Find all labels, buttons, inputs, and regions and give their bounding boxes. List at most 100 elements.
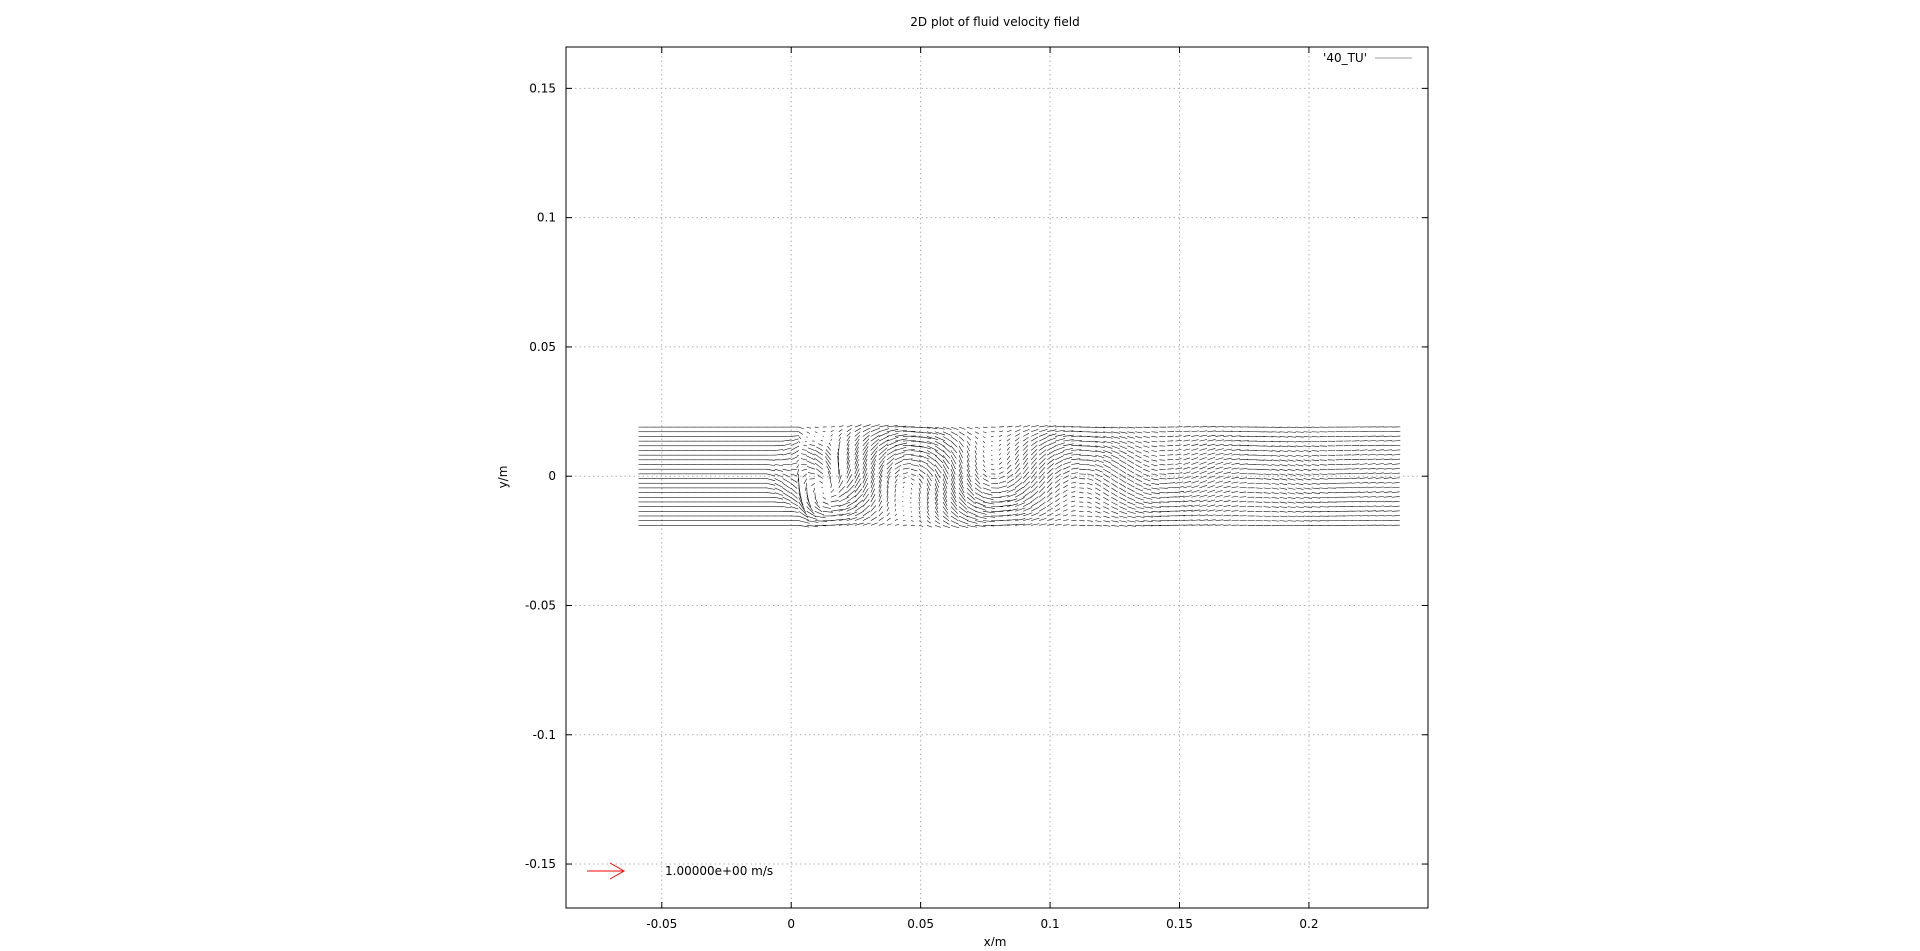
velocity-vector bbox=[1015, 468, 1020, 474]
velocity-vector bbox=[1103, 516, 1109, 518]
velocity-vector bbox=[1015, 477, 1021, 483]
velocity-vector bbox=[1215, 449, 1223, 451]
velocity-vector bbox=[1352, 492, 1360, 493]
velocity-vector bbox=[879, 480, 882, 488]
velocity-vector bbox=[1392, 459, 1400, 460]
velocity-vector bbox=[1023, 437, 1028, 441]
velocity-vector bbox=[1256, 483, 1263, 484]
velocity-vector bbox=[1288, 511, 1296, 512]
velocity-vector bbox=[1111, 483, 1117, 487]
velocity-vector bbox=[1175, 472, 1182, 473]
velocity-vector bbox=[815, 516, 826, 518]
velocity-vector bbox=[1312, 497, 1321, 498]
velocity-vector bbox=[1296, 521, 1304, 522]
velocity-vector bbox=[1288, 450, 1296, 451]
velocity-vector bbox=[1199, 505, 1207, 507]
velocity-vector bbox=[1175, 440, 1181, 441]
velocity-vector bbox=[1304, 507, 1313, 508]
velocity-vector bbox=[1111, 432, 1120, 434]
velocity-vector bbox=[975, 502, 986, 506]
velocity-vector bbox=[1087, 516, 1092, 517]
velocity-vector bbox=[967, 511, 977, 516]
velocity-vector bbox=[935, 497, 938, 505]
velocity-vector bbox=[1368, 506, 1376, 507]
velocity-vector bbox=[1360, 482, 1368, 483]
velocity-vector bbox=[1143, 441, 1149, 442]
velocity-vector bbox=[1320, 497, 1329, 498]
velocity-vector bbox=[1384, 450, 1392, 451]
velocity-vector bbox=[1183, 476, 1190, 478]
velocity-vector bbox=[951, 474, 955, 484]
velocity-vector bbox=[887, 497, 888, 502]
velocity-vector bbox=[951, 507, 958, 514]
velocity-vector bbox=[1143, 432, 1150, 433]
velocity-vector bbox=[1304, 483, 1312, 484]
velocity-vector bbox=[911, 516, 912, 517]
velocity-vector bbox=[1047, 442, 1056, 446]
velocity-vector bbox=[1151, 446, 1157, 447]
velocity-vector bbox=[1360, 496, 1368, 497]
velocity-vector bbox=[863, 439, 869, 446]
velocity-vector bbox=[1191, 490, 1199, 492]
velocity-vector bbox=[1272, 432, 1281, 433]
velocity-vector bbox=[1272, 497, 1279, 498]
velocity-vector bbox=[1256, 469, 1264, 470]
velocity-vector bbox=[823, 493, 824, 494]
velocity-vector bbox=[1296, 511, 1304, 512]
velocity-vector bbox=[1119, 479, 1126, 483]
velocity-vector bbox=[801, 459, 807, 460]
velocity-vector bbox=[1304, 479, 1312, 480]
velocity-vector bbox=[1151, 441, 1157, 442]
velocity-vector bbox=[808, 473, 815, 474]
velocity-vector bbox=[879, 506, 882, 511]
velocity-vector bbox=[919, 465, 927, 470]
velocity-vector bbox=[801, 454, 806, 456]
velocity-vector bbox=[1392, 445, 1401, 446]
velocity-vector bbox=[791, 483, 797, 488]
velocity-vector bbox=[1087, 493, 1092, 495]
velocity-vector bbox=[1063, 453, 1072, 455]
velocity-vector bbox=[1063, 510, 1067, 512]
velocity-vector bbox=[775, 450, 783, 451]
velocity-vector bbox=[895, 514, 897, 516]
velocity-vector bbox=[1272, 493, 1279, 494]
velocity-vector bbox=[959, 516, 968, 521]
velocity-vector bbox=[1207, 444, 1215, 446]
velocity-vector bbox=[895, 470, 900, 474]
velocity-vector bbox=[1312, 483, 1320, 484]
velocity-vector bbox=[879, 448, 887, 455]
velocity-vector bbox=[1103, 479, 1109, 483]
velocity-vector bbox=[1095, 474, 1102, 477]
velocity-vector bbox=[1095, 516, 1101, 517]
velocity-vector bbox=[1183, 440, 1190, 441]
velocity-vector bbox=[1191, 520, 1200, 521]
velocity-vector bbox=[1055, 474, 1061, 478]
velocity-vector bbox=[999, 486, 1007, 488]
velocity-vector bbox=[783, 488, 791, 493]
velocity-vector bbox=[1127, 436, 1134, 438]
velocity-vector bbox=[1007, 452, 1010, 456]
velocity-vector bbox=[1127, 525, 1136, 526]
velocity-vector bbox=[1312, 488, 1320, 489]
velocity-vector bbox=[797, 460, 799, 462]
velocity-vector bbox=[1215, 500, 1222, 502]
velocity-vector bbox=[903, 450, 915, 451]
velocity-vector bbox=[791, 457, 798, 460]
velocity-vector bbox=[1119, 469, 1126, 473]
velocity-vector bbox=[1135, 446, 1141, 448]
velocity-vector bbox=[1288, 455, 1296, 456]
velocity-vector bbox=[1015, 463, 1019, 469]
velocity-vector bbox=[1135, 488, 1143, 491]
velocity-vector bbox=[863, 517, 871, 521]
velocity-vector bbox=[1143, 483, 1151, 485]
velocity-vector bbox=[1143, 446, 1149, 448]
velocity-vector bbox=[935, 436, 945, 440]
velocity-vector bbox=[1231, 501, 1238, 502]
velocity-vector bbox=[967, 474, 971, 482]
velocity-vector bbox=[927, 455, 936, 461]
velocity-vector bbox=[1288, 497, 1296, 498]
velocity-vector bbox=[1288, 446, 1296, 447]
velocity-vector bbox=[1384, 492, 1392, 493]
velocity-vector bbox=[1288, 488, 1296, 490]
velocity-vector bbox=[1368, 473, 1376, 474]
